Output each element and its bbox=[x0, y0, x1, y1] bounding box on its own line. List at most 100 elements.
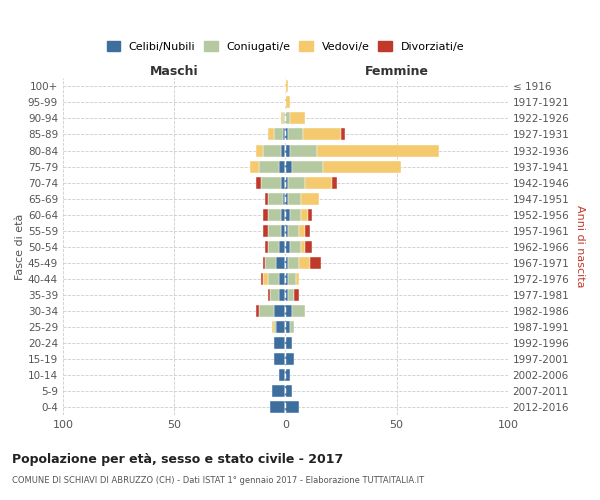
Bar bbox=[265, 240, 268, 253]
Bar bbox=[290, 112, 305, 124]
Bar bbox=[286, 224, 287, 236]
Bar bbox=[287, 273, 296, 285]
Bar bbox=[278, 160, 286, 172]
Bar bbox=[341, 128, 346, 140]
Bar bbox=[287, 224, 299, 236]
Bar bbox=[278, 240, 286, 253]
Bar bbox=[286, 289, 287, 301]
Bar bbox=[287, 289, 294, 301]
Bar bbox=[270, 289, 278, 301]
Bar bbox=[286, 208, 290, 220]
Bar bbox=[305, 240, 312, 253]
Bar bbox=[259, 305, 274, 317]
Bar bbox=[272, 321, 274, 333]
Bar bbox=[268, 192, 283, 204]
Bar bbox=[270, 401, 286, 413]
Bar bbox=[281, 112, 283, 124]
Bar bbox=[281, 208, 286, 220]
Bar bbox=[250, 160, 259, 172]
Bar bbox=[283, 128, 286, 140]
Bar bbox=[286, 305, 292, 317]
Bar bbox=[261, 273, 263, 285]
Bar bbox=[286, 240, 290, 253]
Bar bbox=[286, 192, 287, 204]
Bar bbox=[308, 208, 312, 220]
Bar bbox=[310, 257, 321, 269]
Bar bbox=[286, 369, 290, 381]
Bar bbox=[287, 128, 303, 140]
Text: Popolazione per età, sesso e stato civile - 2017: Popolazione per età, sesso e stato civil… bbox=[12, 452, 343, 466]
Bar bbox=[286, 257, 287, 269]
Bar bbox=[301, 208, 308, 220]
Bar bbox=[287, 192, 301, 204]
Bar bbox=[263, 257, 265, 269]
Bar bbox=[268, 128, 274, 140]
Bar bbox=[274, 305, 286, 317]
Bar bbox=[256, 305, 259, 317]
Bar bbox=[263, 208, 268, 220]
Bar bbox=[286, 160, 292, 172]
Bar bbox=[263, 144, 281, 156]
Bar bbox=[268, 208, 281, 220]
Bar bbox=[277, 257, 286, 269]
Text: Femmine: Femmine bbox=[365, 66, 428, 78]
Bar bbox=[286, 385, 292, 397]
Bar bbox=[261, 176, 281, 188]
Text: Maschi: Maschi bbox=[150, 66, 199, 78]
Bar bbox=[274, 128, 283, 140]
Bar bbox=[281, 144, 286, 156]
Bar bbox=[301, 192, 319, 204]
Bar bbox=[268, 289, 270, 301]
Bar bbox=[305, 176, 332, 188]
Bar bbox=[290, 321, 294, 333]
Bar bbox=[286, 353, 294, 365]
Bar bbox=[278, 369, 286, 381]
Bar bbox=[296, 273, 299, 285]
Bar bbox=[290, 208, 301, 220]
Bar bbox=[283, 112, 286, 124]
Bar bbox=[286, 321, 290, 333]
Bar bbox=[259, 160, 278, 172]
Bar bbox=[286, 144, 290, 156]
Bar bbox=[265, 257, 277, 269]
Bar bbox=[268, 240, 278, 253]
Bar bbox=[274, 337, 286, 349]
Bar bbox=[256, 144, 263, 156]
Bar bbox=[323, 160, 401, 172]
Bar bbox=[292, 305, 305, 317]
Bar bbox=[299, 257, 310, 269]
Y-axis label: Anni di nascita: Anni di nascita bbox=[575, 206, 585, 288]
Bar bbox=[292, 160, 323, 172]
Bar bbox=[283, 192, 286, 204]
Bar bbox=[290, 240, 301, 253]
Bar bbox=[268, 224, 281, 236]
Bar bbox=[278, 273, 286, 285]
Bar bbox=[286, 96, 290, 108]
Bar bbox=[263, 273, 268, 285]
Bar bbox=[268, 273, 278, 285]
Legend: Celibi/Nubili, Coniugati/e, Vedovi/e, Divorziati/e: Celibi/Nubili, Coniugati/e, Vedovi/e, Di… bbox=[102, 36, 469, 56]
Bar bbox=[303, 128, 341, 140]
Bar bbox=[299, 224, 305, 236]
Bar bbox=[278, 289, 286, 301]
Bar bbox=[277, 321, 286, 333]
Bar bbox=[265, 192, 268, 204]
Bar bbox=[286, 112, 290, 124]
Y-axis label: Fasce di età: Fasce di età bbox=[15, 214, 25, 280]
Bar bbox=[272, 385, 286, 397]
Bar bbox=[332, 176, 337, 188]
Bar bbox=[274, 353, 286, 365]
Bar bbox=[301, 240, 305, 253]
Bar bbox=[294, 289, 299, 301]
Bar bbox=[286, 128, 287, 140]
Bar bbox=[305, 224, 310, 236]
Bar bbox=[274, 321, 277, 333]
Bar bbox=[256, 176, 261, 188]
Bar bbox=[286, 401, 299, 413]
Bar bbox=[286, 176, 287, 188]
Bar bbox=[287, 257, 299, 269]
Text: COMUNE DI SCHIAVI DI ABRUZZO (CH) - Dati ISTAT 1° gennaio 2017 - Elaborazione TU: COMUNE DI SCHIAVI DI ABRUZZO (CH) - Dati… bbox=[12, 476, 424, 485]
Bar bbox=[286, 273, 287, 285]
Bar bbox=[281, 224, 286, 236]
Bar bbox=[286, 337, 292, 349]
